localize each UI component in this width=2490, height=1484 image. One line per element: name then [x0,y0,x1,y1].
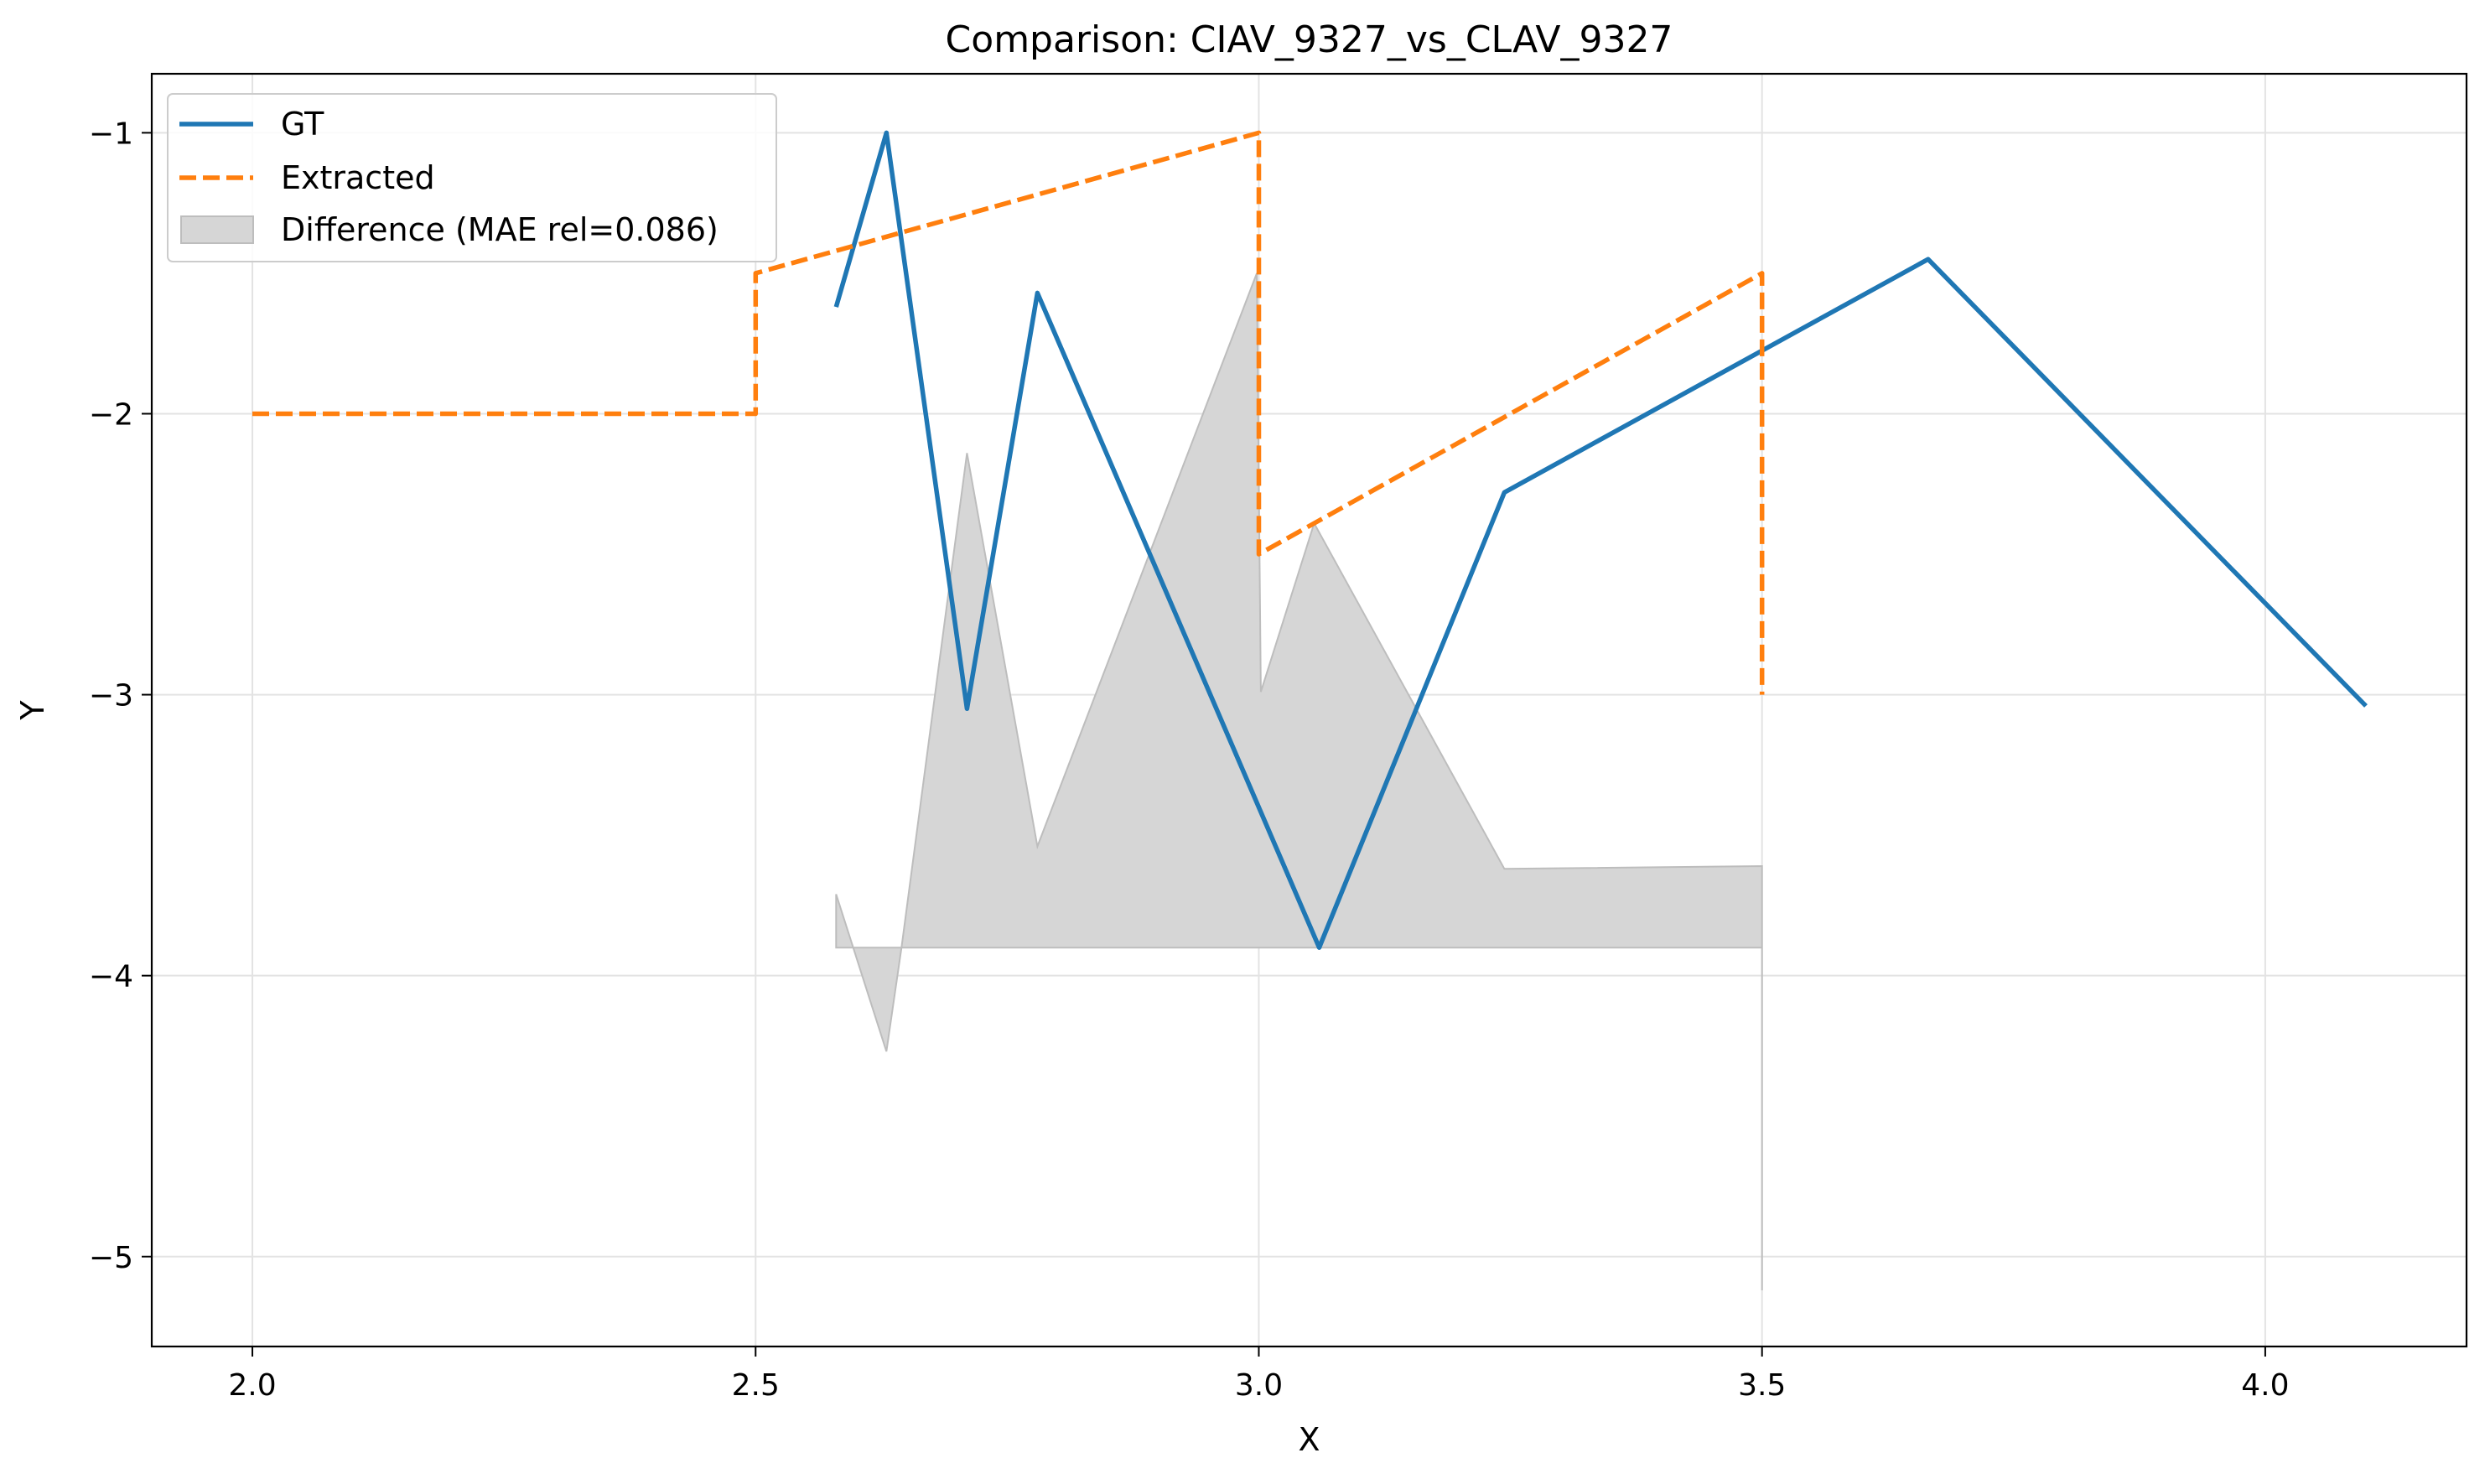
x-tick-label: 3.0 [1235,1368,1283,1403]
x-tick-label: 2.0 [228,1368,276,1403]
plot-area [252,130,2368,1290]
y-tick-label: −4 [89,960,133,994]
axis-ticks: 2.0 2.5 3.0 3.5 4.0 −1 −2 −3 −4 −5 [89,117,2290,1403]
legend-label-gt: GT [281,106,324,143]
y-tick-label: −1 [89,117,133,151]
x-tick-label: 2.5 [732,1368,780,1403]
x-axis-label: X [1298,1421,1320,1458]
legend: GT Extracted Difference (MAE rel=0.086) [167,93,777,262]
y-tick-label: −5 [89,1241,133,1275]
chart-title: Comparison: CIAV_9327_vs_CLAV_9327 [946,18,1673,61]
series-line-extracted [252,130,1765,695]
x-tick-label: 4.0 [2241,1368,2289,1403]
difference-area [835,272,1763,1290]
y-axis-label: Y [14,700,51,721]
plot-frame [150,72,2468,1348]
legend-frame [167,93,777,262]
y-tick-label: −2 [89,397,133,432]
series-line-gt [833,130,2368,950]
legend-swatch-difference [180,215,254,244]
legend-label-difference: Difference (MAE rel=0.086) [281,211,718,248]
legend-label-extracted: Extracted [281,159,435,196]
x-tick-label: 3.5 [1738,1368,1786,1403]
y-tick-label: −3 [89,679,133,713]
